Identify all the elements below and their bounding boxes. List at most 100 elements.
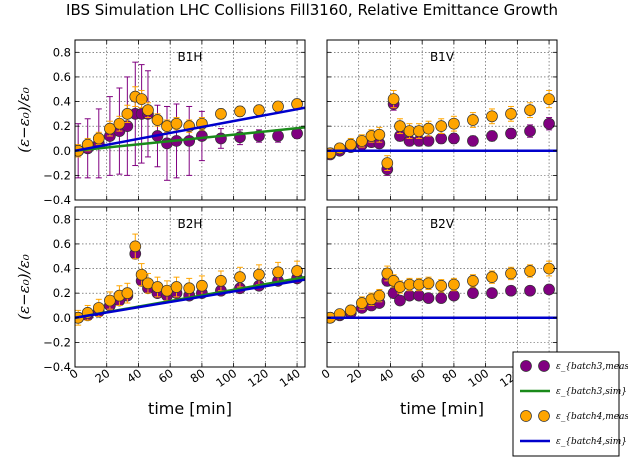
data-point-batch4_meas	[291, 265, 303, 277]
data-point-batch4_meas	[272, 100, 284, 113]
panel-label: B2V	[430, 217, 455, 231]
y-tick-label: 0.8	[53, 212, 71, 226]
data-point-batch4_meas	[344, 138, 357, 151]
data-point-batch4_meas	[422, 277, 435, 290]
x-axis-label-left: time [min]	[148, 399, 232, 418]
sim-line-batch3_sim	[75, 126, 305, 153]
data-point-batch4_meas	[129, 240, 142, 253]
x-tick-label: 0	[67, 366, 81, 382]
data-point-batch4_meas	[104, 122, 116, 135]
data-point-batch4_meas	[505, 107, 517, 120]
data-point-batch4_meas	[92, 132, 105, 145]
y-tick-label: −0.2	[43, 168, 71, 182]
y-tick-label: 0.0	[53, 144, 71, 158]
data-point-batch3_meas	[486, 287, 498, 300]
data-point-batch4_meas	[253, 268, 265, 281]
y-tick-label: 0.6	[53, 237, 71, 251]
data-point-batch4_meas	[381, 267, 394, 280]
data-point-batch4_meas	[121, 287, 134, 300]
y-axis-label-top: (ε−ε₀)/ε₀	[15, 87, 33, 153]
panel-b1h: −0.4 −0.2 0.0 0.2 0.4 0.6 0.8 B1H	[43, 39, 306, 207]
plot-area	[327, 89, 557, 176]
data-point-batch4_meas	[183, 282, 196, 295]
data-point-batch4_meas	[135, 268, 148, 281]
x-tick-label: 0	[319, 366, 333, 382]
y-tick-label: 0.4	[53, 262, 71, 276]
data-point-batch4_meas	[543, 93, 555, 105]
legend-marker	[538, 360, 550, 372]
data-point-batch3_meas	[505, 284, 517, 297]
y-tick-label: 0.4	[53, 95, 71, 109]
x-tick-label: 40	[376, 366, 396, 386]
panel-frame	[74, 39, 306, 201]
y-tick-label: −0.4	[43, 193, 71, 207]
y-tick-label: 0.2	[53, 119, 71, 133]
x-tick-label: 60	[156, 366, 176, 386]
x-tick-label: 20	[92, 366, 112, 386]
legend-marker	[520, 360, 532, 372]
legend-marker	[520, 410, 532, 422]
panel-frame	[74, 206, 306, 368]
y-tick-label: 0.6	[53, 70, 71, 84]
panel-frame	[326, 39, 558, 201]
panel-frame	[326, 206, 558, 368]
data-point-batch3_meas	[435, 292, 448, 304]
legend-label: ε_{batch3,sim}	[556, 387, 627, 397]
y-tick-label: 0.0	[53, 311, 71, 325]
data-point-batch3_meas	[422, 292, 435, 304]
plot-area	[327, 260, 557, 324]
data-point-batch4_meas	[394, 120, 406, 133]
data-point-batch3_meas	[422, 135, 435, 147]
y-tick-label: −0.2	[43, 335, 71, 349]
legend-label: ε_{batch4,sim}	[556, 437, 627, 447]
y-tick-label: 0.2	[53, 286, 71, 300]
data-point-batch4_meas	[170, 281, 183, 293]
data-point-batch4_meas	[356, 135, 368, 147]
data-point-batch4_meas	[170, 117, 183, 130]
data-point-batch3_meas	[448, 132, 460, 145]
legend-label: ε_{batch3,meas}	[556, 362, 628, 372]
data-point-batch3_meas	[524, 284, 536, 297]
data-point-batch4_meas	[344, 304, 357, 317]
data-point-batch3_meas	[543, 283, 555, 296]
x-tick-label: 20	[344, 366, 364, 386]
data-point-batch4_meas	[387, 93, 400, 105]
data-point-batch4_meas	[486, 110, 498, 123]
x-tick-label: 100	[465, 366, 491, 390]
data-point-batch4_meas	[373, 128, 386, 141]
plot-area	[75, 233, 305, 326]
x-tick-label: 80	[188, 366, 208, 386]
data-point-batch3_meas	[183, 135, 196, 147]
data-point-batch4_meas	[121, 107, 134, 120]
x-tick-label: 100	[213, 366, 239, 390]
data-point-batch3_meas	[448, 289, 460, 302]
data-point-batch4_meas	[467, 274, 479, 287]
chart-title: IBS Simulation LHC Collisions Fill3160, …	[66, 1, 558, 19]
panel-label: B1H	[178, 50, 203, 64]
data-point-batch4_meas	[448, 278, 460, 291]
panel-b1v: B1V	[326, 39, 558, 201]
x-tick-label: 140	[277, 366, 303, 390]
legend-label: ε_{batch4,meas}	[556, 412, 628, 422]
data-point-batch4_meas	[381, 157, 394, 169]
data-point-batch4_meas	[253, 104, 265, 117]
y-axis-label-bottom: (ε−ε₀)/ε₀	[15, 254, 33, 320]
data-point-batch4_meas	[333, 142, 346, 155]
data-point-batch4_meas	[196, 279, 208, 292]
data-point-batch4_meas	[448, 117, 460, 130]
data-point-batch4_meas	[486, 271, 498, 284]
data-point-batch4_meas	[142, 104, 154, 117]
data-point-batch4_meas	[467, 114, 479, 126]
data-point-batch4_meas	[234, 271, 246, 284]
data-point-batch3_meas	[505, 127, 517, 140]
data-point-batch4_meas	[422, 122, 435, 135]
x-axis-label-right: time [min]	[400, 399, 484, 418]
panel-b2h: −0.4 −0.2 0.0 0.2 0.4 0.6 0.8 0 20 40 60 80 100 120 14…	[43, 206, 306, 390]
data-point-batch4_meas	[151, 114, 164, 126]
sim-line-batch4_sim	[75, 278, 305, 320]
data-point-batch3_meas	[196, 130, 208, 142]
data-point-batch4_meas	[135, 93, 148, 105]
x-tick-label: 60	[408, 366, 428, 386]
x-tick-label: 120	[245, 366, 271, 390]
